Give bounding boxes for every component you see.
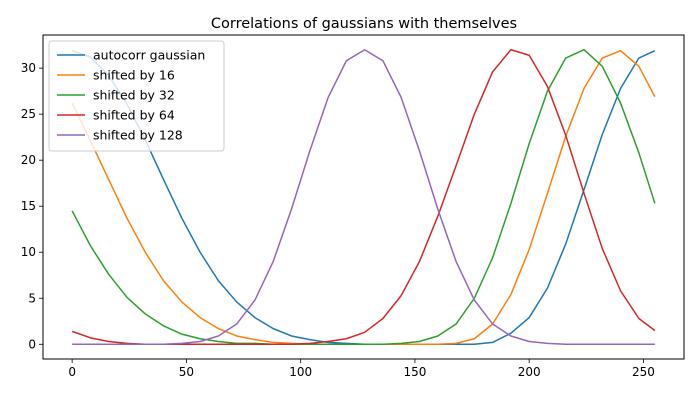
x-tick-label: 200 [518, 365, 541, 379]
x-tick-label: 250 [632, 365, 655, 379]
series-line-4 [72, 48, 655, 346]
x-tick-label: 0 [68, 365, 76, 379]
axes-frame [42, 34, 685, 360]
x-axis: 0 50 100 150 200 250 [68, 359, 655, 379]
chart-title: Correlations of gaussians with themselve… [211, 16, 517, 32]
y-axis: 0 5 10 15 20 25 30 [21, 61, 43, 351]
x-tick-label: 150 [403, 365, 426, 379]
legend-label: shifted by 32 [93, 88, 175, 103]
plot-area [71, 48, 656, 346]
y-tick-label: 0 [28, 337, 36, 351]
legend-label: autocorr gaussian [93, 48, 205, 63]
x-tick-label: 100 [289, 365, 312, 379]
legend: autocorr gaussian shifted by 16 shifted by… [48, 40, 225, 152]
y-tick-label: 10 [21, 245, 36, 259]
y-tick-label: 25 [21, 107, 36, 121]
y-tick-label: 30 [21, 61, 36, 75]
legend-label: shifted by 128 [93, 128, 183, 143]
series-line-2 [71, 48, 656, 346]
legend-label: shifted by 16 [93, 68, 175, 83]
y-tick-label: 20 [21, 153, 36, 167]
y-tick-label: 5 [28, 291, 36, 305]
legend-box [48, 40, 225, 152]
x-tick-label: 50 [179, 365, 194, 379]
y-tick-label: 15 [21, 199, 36, 213]
legend-label: shifted by 64 [93, 108, 175, 123]
